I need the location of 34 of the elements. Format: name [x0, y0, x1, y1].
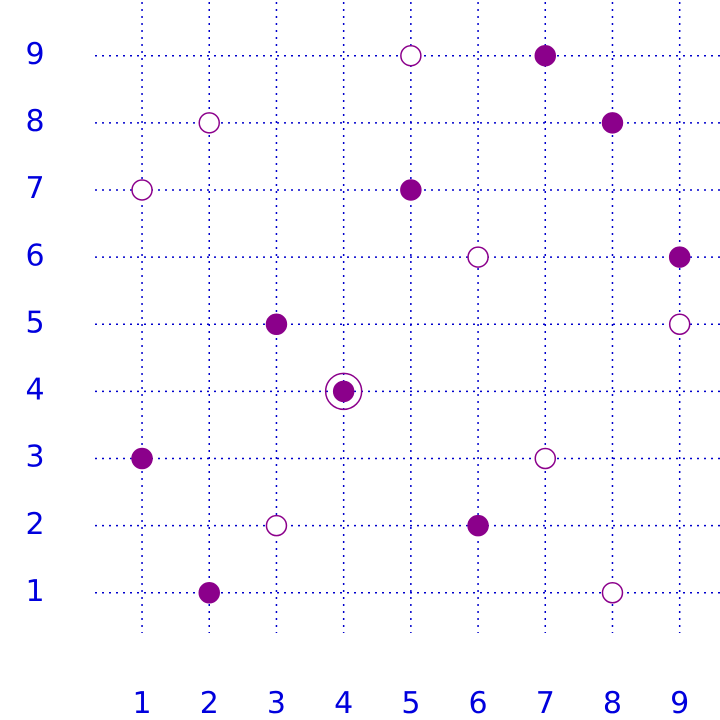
point: [602, 582, 624, 604]
point: [198, 582, 220, 604]
point: [131, 179, 153, 201]
x-tick-label: 7: [536, 686, 555, 720]
point: [467, 246, 489, 268]
x-tick-label: 4: [334, 686, 354, 720]
y-tick-label: 9: [25, 36, 45, 72]
point: [266, 514, 288, 536]
x-tick-label: 3: [266, 686, 286, 720]
y-tick-label: 3: [25, 440, 45, 475]
point: [266, 313, 288, 335]
point: [198, 112, 220, 134]
x-tick-label: 6: [468, 686, 488, 720]
y-tick-label: 1: [25, 574, 45, 609]
x-tick-label: 5: [401, 686, 420, 720]
x-tick-label: 2: [200, 686, 219, 720]
y-tick-label: 5: [25, 305, 45, 340]
point: [400, 179, 422, 201]
point: [668, 246, 690, 268]
point: [400, 44, 422, 66]
point: [131, 448, 153, 470]
point: [534, 44, 556, 66]
y-tick-label: 6: [25, 238, 45, 274]
point: [668, 313, 690, 335]
point: [534, 448, 556, 470]
y-tick-label: 7: [25, 171, 45, 206]
x-tick-label: 1: [132, 686, 152, 720]
y-tick-label: 8: [25, 104, 45, 140]
y-tick-label: 4: [25, 372, 45, 408]
x-tick-label: 9: [670, 686, 690, 720]
point: [602, 112, 624, 134]
point: [467, 514, 489, 536]
y-tick-label: 2: [25, 506, 45, 542]
x-tick-label: 8: [602, 686, 622, 720]
